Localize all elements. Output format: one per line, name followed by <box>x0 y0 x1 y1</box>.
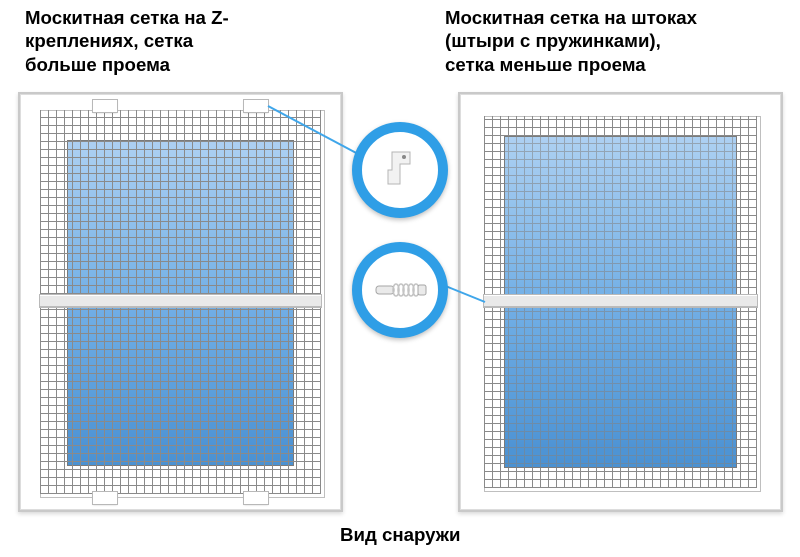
z-bracket-callout <box>352 122 448 218</box>
z-bracket-icon <box>380 150 420 190</box>
spring-pin-callout <box>352 242 448 338</box>
z-clip-icon <box>244 492 268 504</box>
right-mesh-crossbar <box>484 295 757 307</box>
z-clip-icon <box>93 492 117 504</box>
caption-bottom: Вид снаружи <box>340 524 460 546</box>
z-clip-icon <box>244 100 268 112</box>
z-clip-icon <box>93 100 117 112</box>
left-mesh-crossbar <box>40 295 321 307</box>
title-left: Москитная сетка на Z-креплениях, сеткабо… <box>25 6 315 76</box>
title-right: Москитная сетка на штоках(штыри с пружин… <box>445 6 785 76</box>
spring-pin-icon <box>370 275 430 305</box>
